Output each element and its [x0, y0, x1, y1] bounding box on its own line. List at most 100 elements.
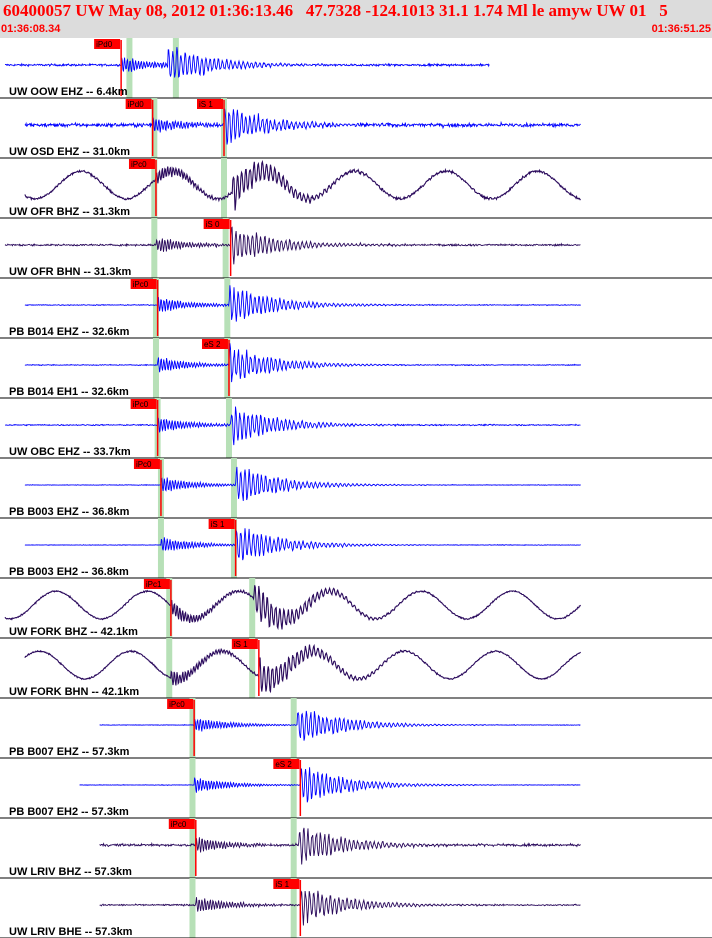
trace-row: eS 2 PB B014 EH1 -- 32.6km [0, 338, 712, 399]
waveform-trace [24, 108, 581, 145]
s-pick-label: iS 1 [211, 520, 225, 529]
s-pick-tag[interactable] [231, 639, 258, 649]
trace-row: iPc0 PB B007 EHZ -- 57.3km [0, 698, 712, 759]
trace-label: UW OOW EHZ -- 6.4km [9, 86, 128, 98]
pick-window-band [189, 818, 196, 878]
waveform-trace [99, 890, 581, 926]
p-pick-tag[interactable] [94, 39, 121, 49]
p-pick-label: iPc0 [136, 460, 152, 469]
p-pick-tag[interactable] [133, 459, 160, 469]
s-pick-tag[interactable] [203, 219, 230, 229]
p-pick-tag[interactable] [168, 819, 195, 829]
pick-window-band [224, 278, 231, 338]
trace-label: UW OBC EHZ -- 33.7km [9, 446, 131, 458]
s-pick-label: iS 1 [234, 640, 248, 649]
s-pick-tag[interactable] [201, 339, 228, 349]
p-pick-label: iPc0 [131, 160, 147, 169]
s-pick-label: iS 0 [206, 220, 220, 229]
s-pick-tag[interactable] [208, 519, 235, 529]
waveform-trace [4, 226, 581, 265]
trace-label: PB B003 EH2 -- 36.8km [9, 566, 129, 578]
s-pick-tag[interactable] [273, 759, 300, 769]
trace-row: iPd0 UW OOW EHZ -- 6.4km [0, 38, 712, 99]
pick-window-band [290, 878, 297, 938]
trace-row: iS 1 UW FORK BHN -- 42.1km [0, 638, 712, 699]
waveform-trace [4, 47, 490, 78]
pick-window-band [249, 578, 256, 638]
event-title: 60400057 UW May 08, 2012 01:36:13.46 47.… [3, 1, 668, 20]
p-pick-label: iPd0 [128, 100, 145, 109]
trace-row: iPd0 iS 1 UW OSD EHZ -- 31.0km [0, 98, 712, 159]
pick-window-band [249, 638, 256, 698]
pick-window-band [189, 878, 196, 938]
waveform-trace [24, 343, 582, 383]
waveform-trace [99, 827, 581, 865]
pick-window-band [189, 758, 196, 818]
pick-window-band [152, 338, 159, 398]
s-pick-tag[interactable] [197, 99, 224, 109]
waveform-trace [24, 285, 581, 322]
pick-window-band [189, 698, 196, 758]
s-pick-tag[interactable] [273, 879, 300, 889]
pick-window-band [157, 518, 164, 578]
pick-window-band [222, 218, 229, 278]
waveform-trace [24, 643, 581, 694]
waveform-trace [4, 585, 581, 631]
waveform-trace [79, 767, 581, 803]
event-header: 60400057 UW May 08, 2012 01:36:13.46 47.… [0, 0, 712, 38]
trace-row: iPc0 UW OFR BHZ -- 31.3km [0, 158, 712, 219]
pick-window-band [290, 758, 297, 818]
trace-label: UW OSD EHZ -- 31.0km [9, 146, 130, 158]
pick-window-band [152, 278, 159, 338]
pick-window-band [230, 458, 237, 518]
trace-row: iS 1 UW LRIV BHE -- 57.3km [0, 878, 712, 938]
trace-row: iS 0 UW OFR BHN -- 31.3km [0, 218, 712, 279]
waveform-trace [5, 406, 581, 446]
trace-label: UW LRIV BHE -- 57.3km [9, 926, 133, 938]
pick-window-band [290, 818, 297, 878]
trace-label: PB B014 EH1 -- 32.6km [9, 386, 129, 398]
p-pick-tag[interactable] [167, 699, 194, 709]
trace-label: UW LRIV BHZ -- 57.3km [9, 866, 132, 878]
pick-window-band [166, 578, 173, 638]
waveform-trace [24, 159, 581, 211]
trace-row: iPc0 UW LRIV BHZ -- 57.3km [0, 818, 712, 879]
p-pick-label: iPc0 [169, 700, 185, 709]
p-pick-tag[interactable] [130, 279, 157, 289]
waveform-trace [24, 528, 581, 561]
trace-label: UW FORK BHZ -- 42.1km [9, 626, 138, 638]
trace-label: UW OFR BHN -- 31.3km [9, 266, 131, 278]
waveform-trace [99, 710, 581, 741]
time-end-label: 01:36:51.25 [651, 23, 711, 35]
p-pick-tag[interactable] [143, 579, 170, 589]
p-pick-tag[interactable] [125, 99, 152, 109]
trace-row: iPc0 UW OBC EHZ -- 33.7km [0, 398, 712, 459]
pick-window-band [230, 518, 237, 578]
trace-label: PB B014 EHZ -- 32.6km [9, 326, 130, 338]
trace-row: iS 1 PB B003 EH2 -- 36.8km [0, 518, 712, 579]
pick-window-band [151, 218, 158, 278]
trace-row: iPc1 UW FORK BHZ -- 42.1km [0, 578, 712, 639]
s-pick-label: iS 1 [199, 100, 213, 109]
p-pick-label: iPc0 [133, 400, 149, 409]
pick-window-band [221, 158, 228, 218]
pick-window-band [225, 398, 232, 458]
p-pick-label: iPc0 [171, 820, 187, 829]
trace-row: iPc0 PB B014 EHZ -- 32.6km [0, 278, 712, 339]
time-start-label: 01:36:08.34 [1, 23, 61, 35]
p-pick-tag[interactable] [130, 399, 157, 409]
trace-label: PB B007 EHZ -- 57.3km [9, 746, 130, 758]
trace-label: UW FORK BHN -- 42.1km [9, 686, 139, 698]
p-pick-label: iPd0 [96, 40, 113, 49]
s-pick-label: iS 1 [275, 880, 289, 889]
pick-window-band [290, 698, 297, 758]
trace-row: iPc0 PB B003 EHZ -- 36.8km [0, 458, 712, 519]
s-pick-label: eS 2 [204, 340, 221, 349]
trace-label: PB B007 EH2 -- 57.3km [9, 806, 129, 818]
trace-label: PB B003 EHZ -- 36.8km [9, 506, 130, 518]
pick-window-band [166, 638, 173, 698]
p-pick-tag[interactable] [128, 159, 155, 169]
p-pick-label: iPc0 [133, 280, 149, 289]
